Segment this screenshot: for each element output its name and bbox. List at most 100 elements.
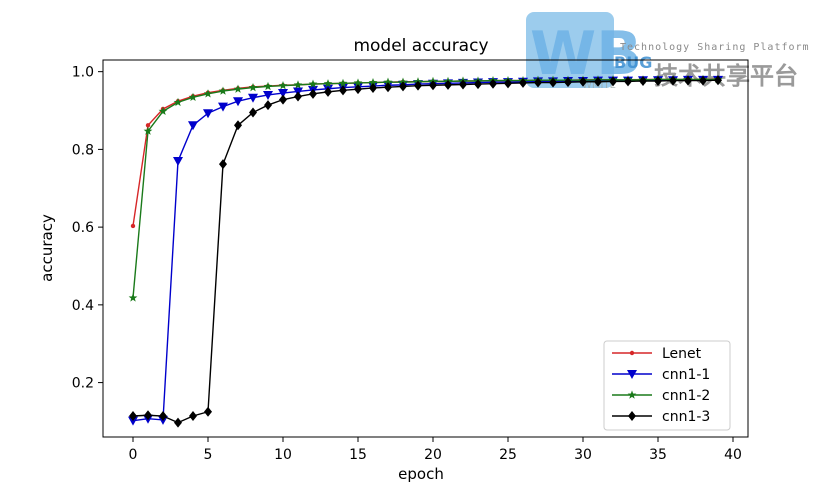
data-point-cnn1-3: [339, 85, 347, 96]
data-point-cnn1-3: [414, 80, 422, 91]
data-point-cnn1-3: [324, 86, 332, 97]
y-tick-label: 0.4: [72, 298, 94, 314]
data-point-cnn1-2: [143, 126, 153, 135]
data-point-cnn1-3: [144, 410, 152, 421]
data-point-cnn1-3: [399, 81, 407, 92]
legend: Lenet cnn1-1 cnn1-2 cnn1-3: [603, 340, 731, 431]
x-tick-label: 35: [649, 447, 667, 463]
data-point-cnn1-3: [189, 411, 197, 422]
data-point-cnn1-3: [234, 120, 242, 131]
data-point-cnn1-3: [429, 80, 437, 91]
data-point-cnn1-3: [444, 79, 452, 90]
x-tick-label: 10: [274, 447, 292, 463]
data-point-cnn1-3: [489, 78, 497, 89]
data-point-cnn1-3: [654, 75, 662, 86]
y-tick-label: 0.8: [72, 142, 94, 158]
x-tick-label: 25: [499, 447, 517, 463]
data-point-cnn1-3: [294, 91, 302, 102]
series-line-cnn1-3: [132, 79, 719, 424]
data-point-cnn1-3: [459, 79, 467, 90]
data-point-cnn1-3: [504, 78, 512, 89]
data-point-cnn1-2: [368, 77, 378, 87]
x-tick-label: 0: [129, 447, 138, 463]
legend-label-lenet: Lenet: [662, 346, 702, 362]
data-point-cnn1-1: [188, 121, 198, 131]
data-point-cnn1-2: [383, 77, 393, 86]
watermark-subtitle-cn: 技术共享平台: [654, 62, 798, 90]
legend-marker-cnn1-1: [627, 370, 637, 379]
data-point-cnn1-3: [204, 406, 212, 417]
series-line-cnn1-2: [132, 78, 718, 298]
data-point-cnn1-2: [293, 80, 303, 89]
legend-label-cnn1-2: cnn1-2: [662, 388, 710, 404]
data-point-cnn1-3: [714, 75, 722, 86]
data-point-cnn1-2: [218, 86, 228, 95]
data-point-cnn1-1: [248, 93, 258, 103]
series-lenet: [130, 76, 721, 229]
chart-title: model accuracy: [353, 36, 488, 56]
series-line-cnn1-1: [132, 79, 718, 422]
data-point-cnn1-1: [173, 157, 183, 167]
watermark-subtitle-en: Technology Sharing Platform: [620, 42, 810, 53]
data-point-cnn1-1: [203, 109, 213, 119]
data-point-cnn1-2: [323, 79, 333, 88]
data-point-cnn1-2: [248, 82, 258, 92]
y-tick-label: 0.6: [72, 220, 94, 236]
data-point-cnn1-1: [278, 89, 288, 99]
data-point-cnn1-3: [249, 107, 257, 118]
data-point-cnn1-3: [639, 75, 647, 86]
data-point-cnn1-3: [699, 75, 707, 86]
x-tick-label: 5: [204, 447, 213, 463]
data-point-cnn1-2: [203, 89, 213, 98]
legend-marker-cnn1-2: [627, 390, 637, 399]
data-point-cnn1-3: [519, 77, 527, 88]
data-point-cnn1-2: [308, 79, 318, 88]
data-point-cnn1-1: [218, 102, 228, 112]
plot-frame: [102, 59, 749, 438]
data-point-cnn1-1: [128, 416, 138, 426]
data-point-cnn1-3: [159, 411, 167, 422]
x-tick-label: 15: [349, 447, 367, 463]
data-point-cnn1-3: [579, 76, 587, 87]
legend-marker-cnn1-3: [628, 411, 636, 421]
x-tick-label: 30: [574, 447, 592, 463]
legend-label-cnn1-1: cnn1-1: [662, 367, 710, 383]
legend-label-cnn1-3: cnn1-3: [662, 409, 710, 425]
data-point-cnn1-3: [264, 100, 272, 111]
data-point-cnn1-3: [309, 88, 317, 99]
data-point-cnn1-3: [624, 76, 632, 87]
data-point-cnn1-3: [549, 77, 557, 88]
data-point-cnn1-2: [338, 78, 348, 88]
x-tick-label: 40: [724, 447, 742, 463]
data-point-cnn1-3: [564, 77, 572, 88]
data-point-cnn1-2: [128, 293, 138, 302]
watermark-logo: WB Technology Sharing Platform BUG WMITE…: [526, 12, 810, 91]
data-point-cnn1-2: [158, 106, 168, 116]
data-point-cnn1-3: [369, 82, 377, 93]
data-point-cnn1-3: [684, 75, 692, 86]
data-point-cnn1-2: [263, 81, 273, 91]
y-tick-label: 0.2: [72, 376, 94, 392]
y-tick-label: 1.0: [72, 65, 94, 81]
data-point-cnn1-3: [354, 84, 362, 95]
data-point-cnn1-2: [278, 81, 288, 90]
series-cnn1-3: [129, 75, 722, 428]
data-point-cnn1-1: [263, 90, 273, 100]
series-layer: [128, 74, 723, 428]
watermark-bug-text: BUG: [614, 53, 652, 72]
data-point-cnn1-3: [219, 159, 227, 170]
data-point-cnn1-2: [233, 84, 243, 93]
data-point-cnn1-2: [188, 92, 198, 102]
data-point-cnn1-3: [609, 76, 617, 87]
legend-box: [603, 340, 731, 431]
data-point-cnn1-3: [279, 94, 287, 105]
data-point-cnn1-2: [173, 97, 183, 107]
data-point-lenet: [145, 123, 151, 128]
data-point-cnn1-1: [233, 97, 243, 107]
x-axis: 0 5 10 15 20 25 30 35 40: [129, 437, 742, 463]
data-point-cnn1-2: [353, 78, 363, 87]
y-axis: 0.2 0.4 0.6 0.8 1.0: [72, 65, 103, 392]
data-point-cnn1-3: [384, 82, 392, 93]
watermark-logo-block: [526, 12, 614, 88]
